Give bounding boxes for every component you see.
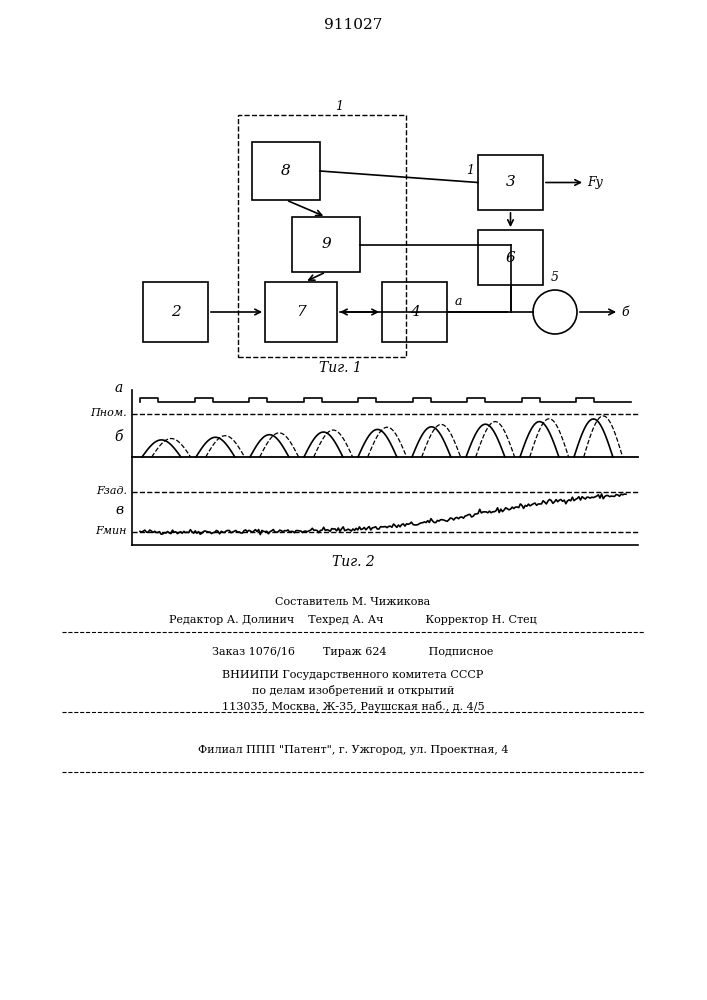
Text: Филиал ППП "Патент", г. Ужгород, ул. Проектная, 4: Филиал ППП "Патент", г. Ужгород, ул. Про… [198,745,508,755]
Text: Редактор А. Долинич    Техред А. Ач            Корректор Н. Стец: Редактор А. Долинич Техред А. Ач Коррект… [169,615,537,625]
Text: 1: 1 [466,163,474,176]
Text: 113035, Москва, Ж-35, Раушская наб., д. 4/5: 113035, Москва, Ж-35, Раушская наб., д. … [222,702,484,712]
Text: 1: 1 [335,100,343,112]
Bar [478,230,543,285]
Text: Τиг. 1: Τиг. 1 [319,361,361,375]
Text: Fзад.: Fзад. [96,486,127,496]
Bar [265,282,337,342]
Bar [382,282,447,342]
Text: 8: 8 [281,164,291,178]
Text: 4: 4 [409,305,419,319]
Bar [292,217,360,272]
Text: 911027: 911027 [324,18,382,32]
Text: 5: 5 [551,271,559,284]
Text: по делам изобретений и открытий: по делам изобретений и открытий [252,684,454,696]
Text: 9: 9 [321,237,331,251]
Bar [238,115,406,357]
Text: б: б [115,430,123,444]
Text: a: a [115,381,123,395]
Text: Τиг. 2: Τиг. 2 [332,555,375,569]
Text: Заказ 1076/16        Тираж 624            Подписное: Заказ 1076/16 Тираж 624 Подписное [212,647,493,657]
Text: 7: 7 [296,305,306,319]
Text: a: a [455,295,462,308]
Text: в: в [115,503,123,517]
Text: б: б [621,306,629,318]
Text: Fу: Fу [587,176,603,189]
Text: 3: 3 [506,176,515,190]
Bar [143,282,208,342]
Text: Fмин: Fмин [95,526,127,536]
Bar [252,142,320,200]
Bar [478,155,543,210]
Text: 6: 6 [506,250,515,264]
Text: 2: 2 [170,305,180,319]
Text: Пном.: Пном. [90,408,127,418]
Text: Составитель М. Чижикова: Составитель М. Чижикова [275,597,431,607]
Text: ВНИИПИ Государственного комитета СССР: ВНИИПИ Государственного комитета СССР [222,670,484,680]
